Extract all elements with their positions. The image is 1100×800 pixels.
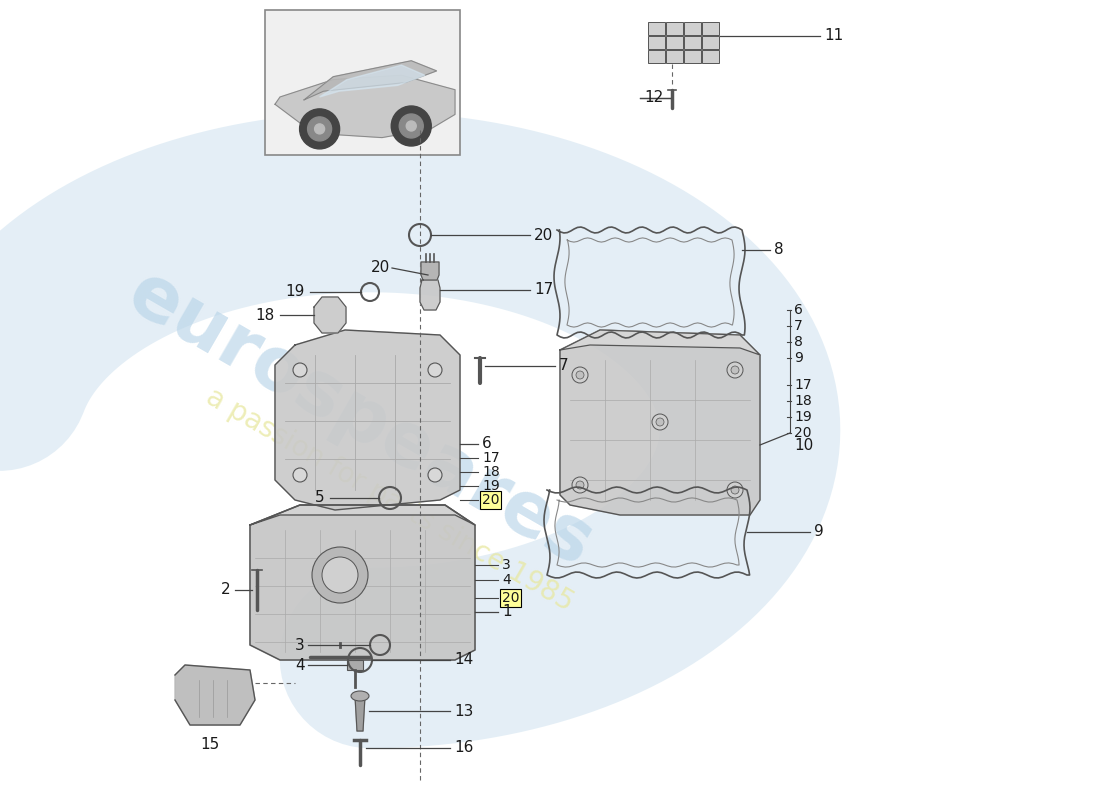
Text: 5: 5 [316, 490, 324, 506]
Text: 16: 16 [454, 741, 473, 755]
Polygon shape [355, 696, 365, 731]
Text: 19: 19 [794, 410, 812, 424]
Text: eurospeares: eurospeares [114, 257, 606, 583]
Polygon shape [560, 330, 760, 355]
Circle shape [315, 124, 324, 134]
Circle shape [656, 418, 664, 426]
Bar [702, 50, 719, 63]
Text: 17: 17 [482, 451, 499, 465]
Text: 15: 15 [200, 737, 220, 752]
Polygon shape [320, 65, 425, 97]
Circle shape [572, 477, 588, 493]
Circle shape [322, 557, 358, 593]
Polygon shape [421, 262, 439, 280]
Circle shape [727, 362, 742, 378]
Text: 18: 18 [794, 394, 812, 408]
Bar [648, 22, 666, 35]
Polygon shape [250, 505, 475, 660]
Text: 20: 20 [482, 493, 499, 507]
Bar [684, 50, 701, 63]
Bar [648, 36, 666, 49]
Text: 10: 10 [794, 438, 813, 453]
Circle shape [293, 363, 307, 377]
Text: 6: 6 [794, 303, 803, 317]
Text: 8: 8 [794, 335, 803, 349]
Text: 7: 7 [559, 358, 569, 374]
Text: 3: 3 [502, 558, 510, 572]
Polygon shape [304, 61, 437, 100]
Circle shape [308, 117, 331, 141]
Polygon shape [275, 75, 455, 138]
Circle shape [399, 114, 424, 138]
Text: 13: 13 [454, 703, 473, 718]
Bar [684, 22, 701, 35]
Bar [346, 660, 363, 670]
Polygon shape [420, 280, 440, 310]
Circle shape [732, 366, 739, 374]
Circle shape [576, 481, 584, 489]
Circle shape [299, 109, 340, 149]
Text: 18: 18 [482, 465, 499, 479]
Text: 20: 20 [794, 426, 812, 440]
Bar [666, 22, 683, 35]
Bar [265, 10, 460, 155]
Circle shape [293, 468, 307, 482]
Text: 14: 14 [454, 653, 473, 667]
Text: 19: 19 [286, 285, 305, 299]
Text: 11: 11 [824, 29, 844, 43]
Text: 9: 9 [794, 351, 803, 365]
Text: a passion for parts since 1985: a passion for parts since 1985 [201, 383, 579, 617]
Text: 19: 19 [482, 479, 499, 493]
Polygon shape [275, 330, 460, 510]
Text: 20: 20 [534, 227, 553, 242]
Text: 6: 6 [482, 437, 492, 451]
Text: 1: 1 [502, 605, 512, 619]
Text: 12: 12 [644, 90, 663, 106]
Text: 17: 17 [794, 378, 812, 392]
Circle shape [428, 468, 442, 482]
Bar [648, 50, 666, 63]
Bar [702, 36, 719, 49]
Circle shape [732, 486, 739, 494]
Text: 4: 4 [296, 658, 305, 673]
Bar [666, 36, 683, 49]
Circle shape [406, 121, 416, 131]
Text: 8: 8 [774, 242, 783, 258]
Text: 17: 17 [534, 282, 553, 298]
Text: 20: 20 [502, 591, 519, 605]
Polygon shape [314, 297, 346, 333]
Ellipse shape [351, 691, 369, 701]
Text: 2: 2 [220, 582, 230, 598]
Polygon shape [175, 665, 255, 725]
Text: 7: 7 [794, 319, 803, 333]
Text: 3: 3 [295, 638, 305, 653]
Bar [702, 22, 719, 35]
Text: 4: 4 [502, 573, 510, 587]
Circle shape [572, 367, 588, 383]
Circle shape [428, 363, 442, 377]
Polygon shape [560, 330, 760, 515]
Circle shape [392, 106, 431, 146]
Circle shape [576, 371, 584, 379]
Text: 20: 20 [371, 261, 390, 275]
Bar [684, 36, 701, 49]
Circle shape [652, 414, 668, 430]
Polygon shape [250, 505, 475, 525]
Text: 9: 9 [814, 525, 824, 539]
Text: 18: 18 [255, 307, 275, 322]
Bar [666, 50, 683, 63]
Circle shape [727, 482, 742, 498]
Circle shape [312, 547, 368, 603]
